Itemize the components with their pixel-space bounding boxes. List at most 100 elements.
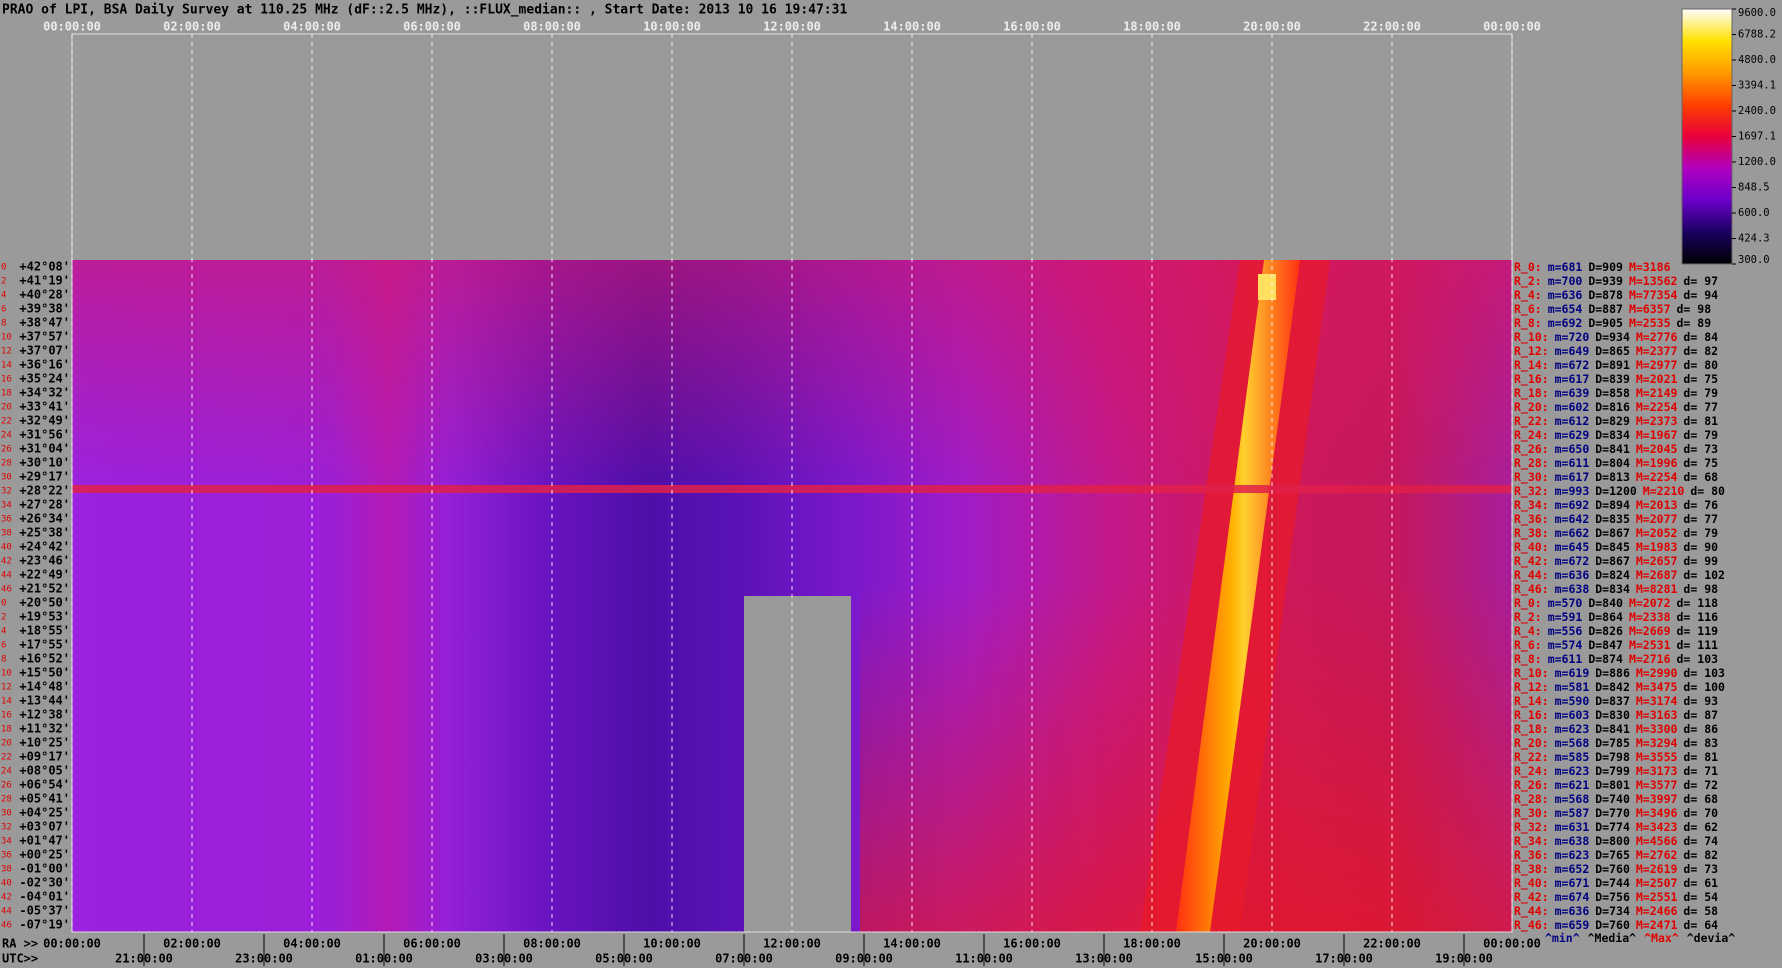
x-tick-label: 10:00:00 bbox=[643, 937, 701, 951]
row-stats: R_16: m=603 D=830 M=3163 d= 87 bbox=[1514, 708, 1718, 723]
declination-label: +05°41' bbox=[19, 792, 70, 806]
colorbar-tick-label: 9600.0 bbox=[1738, 7, 1776, 19]
beam-index: 0 bbox=[1, 599, 6, 609]
row-stats: R_18: m=639 D=858 M=2149 d= 79 bbox=[1514, 386, 1718, 401]
stat-field: M=6357 bbox=[1629, 302, 1671, 316]
source-track bbox=[1176, 260, 1300, 932]
declination-label: +16°52' bbox=[19, 652, 70, 666]
stat-field: m=570 bbox=[1548, 596, 1583, 610]
beam-index: 18 bbox=[1, 389, 12, 399]
x-tick-label: 12:00:00 bbox=[763, 20, 821, 34]
stat-field: d= 79 bbox=[1683, 526, 1718, 540]
stat-field: d= 119 bbox=[1677, 624, 1719, 638]
row-stats: R_38: m=662 D=867 M=2052 d= 79 bbox=[1514, 526, 1718, 541]
stat-field: d= 58 bbox=[1683, 904, 1718, 918]
declination-label: +32°49' bbox=[19, 414, 70, 428]
stat-field: d= 54 bbox=[1683, 890, 1718, 904]
beam-index: 36 bbox=[1, 851, 12, 861]
stat-field: d= 62 bbox=[1683, 820, 1718, 834]
stat-field: D=874 bbox=[1588, 652, 1623, 666]
beam-index: 12 bbox=[1, 347, 12, 357]
stat-field: R_44: bbox=[1514, 904, 1549, 919]
x-tick-label: 01:00:00 bbox=[355, 952, 413, 966]
declination-label: +30°10' bbox=[19, 456, 70, 470]
row-stats: R_2: m=700 D=939 M=13562 d= 97 bbox=[1514, 274, 1718, 289]
colorbar-tick-label: 300.0 bbox=[1738, 254, 1770, 266]
declination-label: +25°38' bbox=[19, 526, 70, 540]
stat-field: M=2531 bbox=[1629, 638, 1671, 652]
footer-field: ^Max^ bbox=[1644, 931, 1679, 945]
row-stats: R_44: m=636 D=824 M=2687 d= 102 bbox=[1514, 568, 1725, 583]
stat-field: R_6: bbox=[1514, 302, 1542, 317]
beam-index: 32 bbox=[1, 487, 12, 497]
stat-field: M=2551 bbox=[1636, 890, 1678, 904]
stat-field: d= 116 bbox=[1677, 610, 1719, 624]
stat-field: m=603 bbox=[1555, 708, 1590, 722]
x-tick-label: 16:00:00 bbox=[1003, 937, 1061, 951]
declination-label: +23°46' bbox=[19, 554, 70, 568]
stat-field: d= 103 bbox=[1677, 652, 1719, 666]
stat-field: m=638 bbox=[1555, 834, 1590, 848]
row-stats: R_30: m=617 D=813 M=2254 d= 68 bbox=[1514, 470, 1718, 485]
stat-field: m=692 bbox=[1548, 316, 1583, 330]
declination-label: +11°32' bbox=[19, 722, 70, 736]
stat-field: M=1967 bbox=[1636, 428, 1678, 442]
stat-field: m=638 bbox=[1555, 582, 1590, 596]
beam-index: 38 bbox=[1, 865, 12, 875]
stat-field: M=2052 bbox=[1636, 526, 1678, 540]
declination-label: +17°55' bbox=[19, 638, 70, 652]
stat-field: D=740 bbox=[1595, 792, 1630, 806]
stat-field: D=770 bbox=[1595, 806, 1630, 820]
beam-index: 4 bbox=[1, 291, 6, 301]
row-stats: R_6: m=574 D=847 M=2531 d= 111 bbox=[1514, 638, 1718, 653]
stat-field: R_20: bbox=[1514, 736, 1549, 751]
declination-label: +28°22' bbox=[19, 484, 70, 498]
stat-field: R_18: bbox=[1514, 386, 1549, 401]
beam-index: 22 bbox=[1, 753, 12, 763]
declination-label: +34°32' bbox=[19, 386, 70, 400]
row-stats: R_24: m=629 D=834 M=1967 d= 79 bbox=[1514, 428, 1718, 443]
stat-field: d= 77 bbox=[1683, 400, 1718, 414]
stat-field: R_34: bbox=[1514, 834, 1549, 849]
stat-field: m=591 bbox=[1548, 610, 1583, 624]
row-stats: R_10: m=720 D=934 M=2776 d= 84 bbox=[1514, 330, 1718, 345]
row-stats: R_42: m=672 D=867 M=2657 d= 99 bbox=[1514, 554, 1718, 569]
stat-field: R_22: bbox=[1514, 750, 1549, 765]
declination-label: +31°56' bbox=[19, 428, 70, 442]
stat-field: M=3163 bbox=[1636, 708, 1678, 722]
stat-field: m=617 bbox=[1555, 470, 1590, 484]
stat-field: R_14: bbox=[1514, 694, 1549, 709]
stat-field: m=636 bbox=[1548, 288, 1583, 302]
stat-field: R_12: bbox=[1514, 680, 1549, 695]
stat-field: D=798 bbox=[1595, 750, 1630, 764]
row-stats: R_12: m=581 D=842 M=3475 d= 100 bbox=[1514, 680, 1725, 695]
beam-index: 4 bbox=[1, 627, 6, 637]
stat-field: M=2210 bbox=[1643, 484, 1685, 498]
stat-field: D=909 bbox=[1588, 260, 1623, 274]
beam-index: 44 bbox=[1, 907, 12, 917]
stat-field: m=645 bbox=[1555, 540, 1590, 554]
stat-field: m=568 bbox=[1555, 792, 1590, 806]
x-tick-label: 07:00:00 bbox=[715, 952, 773, 966]
stat-field: D=840 bbox=[1588, 596, 1623, 610]
declination-label: +03°07' bbox=[19, 820, 70, 834]
row-stats: R_14: m=672 D=891 M=2977 d= 80 bbox=[1514, 358, 1718, 373]
stat-field: R_30: bbox=[1514, 470, 1549, 485]
stat-field: D=813 bbox=[1595, 470, 1630, 484]
declination-label: +31°04' bbox=[19, 442, 70, 456]
beam-index: 46 bbox=[1, 585, 12, 595]
colorbar-tick-label: 2400.0 bbox=[1738, 105, 1776, 117]
stat-field: m=681 bbox=[1548, 260, 1583, 274]
declination-label: +13°44' bbox=[19, 694, 70, 708]
stat-field: d= 99 bbox=[1683, 554, 1718, 568]
stat-field: d= 61 bbox=[1683, 876, 1718, 890]
stat-field: D=878 bbox=[1588, 288, 1623, 302]
stat-field: M=8281 bbox=[1636, 582, 1678, 596]
declination-label: +12°38' bbox=[19, 708, 70, 722]
stat-field: D=934 bbox=[1595, 330, 1630, 344]
stat-field: D=939 bbox=[1588, 274, 1623, 288]
stats-footer: ^min^ ^Media^ ^Max^ ^devia^ bbox=[1545, 931, 1735, 945]
stat-field: D=834 bbox=[1595, 428, 1630, 442]
stat-field: d= 98 bbox=[1683, 582, 1718, 596]
